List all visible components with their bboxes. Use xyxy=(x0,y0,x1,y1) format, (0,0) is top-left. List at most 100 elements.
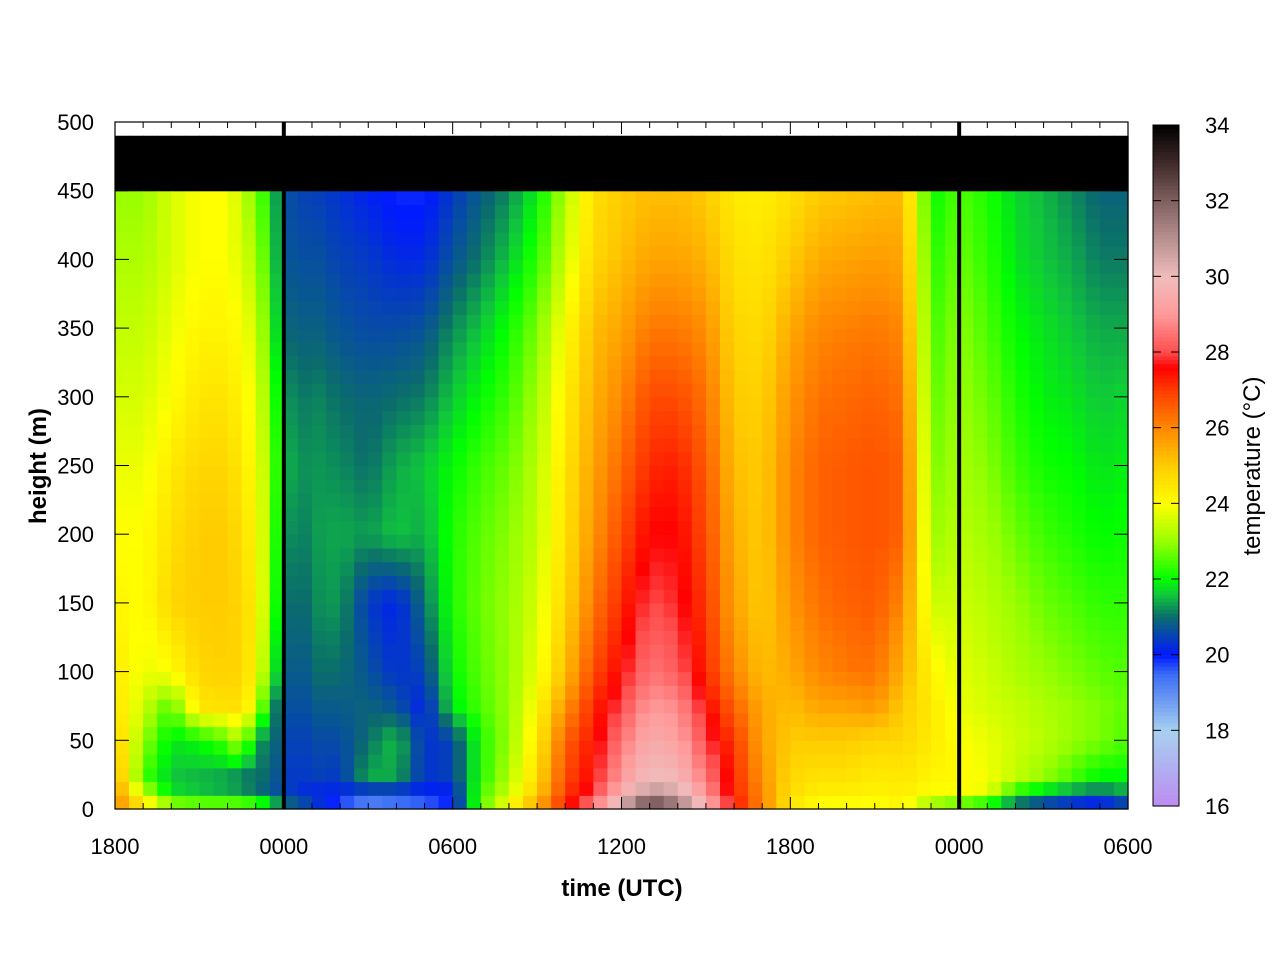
heatmap-cell xyxy=(115,685,130,700)
heatmap-cell xyxy=(719,286,735,302)
heatmap-cell xyxy=(818,671,834,686)
heatmap-cell xyxy=(171,369,186,384)
heatmap-cell xyxy=(143,204,158,219)
heatmap-cell xyxy=(762,451,777,467)
heatmap-cell xyxy=(354,176,369,192)
heatmap-cell xyxy=(523,218,538,233)
heatmap-cell xyxy=(635,396,651,412)
heatmap-cell xyxy=(776,767,791,783)
heatmap-cell xyxy=(945,589,960,604)
heatmap-cell xyxy=(368,726,383,741)
heatmap-cell xyxy=(649,767,665,783)
heatmap-cell xyxy=(157,520,172,535)
heatmap-cell xyxy=(241,424,257,439)
heatmap-cell xyxy=(326,231,341,247)
heatmap-cell xyxy=(579,176,594,192)
heatmap-cell xyxy=(311,245,327,260)
heatmap-cell xyxy=(579,328,594,343)
heatmap-cell xyxy=(1071,547,1087,563)
heatmap-cell xyxy=(1057,300,1073,315)
heatmap-cell xyxy=(677,657,693,673)
heatmap-cell xyxy=(931,424,946,439)
heatmap-cell xyxy=(424,589,440,604)
heatmap-cell xyxy=(368,341,383,357)
heatmap-cell xyxy=(959,699,974,714)
heatmap-cell xyxy=(354,547,369,563)
heatmap-cell xyxy=(354,465,369,480)
heatmap-cell xyxy=(354,520,369,535)
heatmap-cell xyxy=(354,671,369,686)
heatmap-cell xyxy=(269,520,285,535)
heatmap-cell xyxy=(185,699,201,714)
heatmap-cell xyxy=(382,245,397,260)
heatmap-cell xyxy=(593,314,609,329)
heatmap-cell xyxy=(818,135,834,151)
heatmap-cell xyxy=(1099,135,1115,151)
heatmap-cell xyxy=(846,657,862,673)
heatmap-cell xyxy=(705,451,721,467)
heatmap-cell xyxy=(677,754,693,769)
heatmap-cell xyxy=(494,204,510,219)
heatmap-cell xyxy=(255,795,271,810)
heatmap-cell xyxy=(860,176,876,192)
heatmap-cell xyxy=(452,341,468,357)
heatmap-cell xyxy=(691,644,707,659)
heatmap-cell xyxy=(241,506,257,522)
heatmap-cell xyxy=(283,699,299,714)
heatmap-cell xyxy=(255,149,271,164)
heatmap-cell xyxy=(1085,479,1101,494)
heatmap-cell xyxy=(846,314,862,329)
heatmap-cell xyxy=(311,163,327,178)
heatmap-cell xyxy=(565,712,580,728)
heatmap-cell xyxy=(874,726,890,741)
heatmap-cell xyxy=(959,190,974,206)
heatmap-cell xyxy=(705,424,721,439)
colorbar-segment xyxy=(1153,715,1179,720)
heatmap-cell xyxy=(1085,204,1101,219)
heatmap-cell xyxy=(1015,176,1031,192)
heatmap-cell xyxy=(621,424,637,439)
heatmap-cell xyxy=(973,259,988,274)
heatmap-cell xyxy=(1085,616,1101,631)
heatmap-cell xyxy=(734,149,749,164)
heatmap-cell xyxy=(508,726,524,741)
heatmap-cell xyxy=(804,699,820,714)
colorbar-segment xyxy=(1153,382,1179,387)
heatmap-cell xyxy=(297,506,313,522)
heatmap-cell xyxy=(523,740,538,755)
heatmap-cell xyxy=(846,410,862,425)
heatmap-cell xyxy=(832,396,848,412)
heatmap-cell xyxy=(931,534,946,549)
heatmap-cell xyxy=(1099,465,1115,480)
heatmap-cell xyxy=(804,492,820,508)
heatmap-cell xyxy=(283,712,299,728)
heatmap-cell xyxy=(368,630,383,645)
heatmap-cell xyxy=(1029,630,1045,645)
heatmap-cell xyxy=(762,712,777,728)
heatmap-cell xyxy=(621,190,637,206)
heatmap-cell xyxy=(269,149,285,164)
heatmap-cell xyxy=(1113,685,1129,700)
heatmap-cell xyxy=(157,190,172,206)
heatmap-cell xyxy=(874,424,890,439)
heatmap-cell xyxy=(945,795,960,810)
heatmap-cell xyxy=(973,231,988,247)
heatmap-cell xyxy=(790,451,805,467)
heatmap-cell xyxy=(1015,369,1031,384)
heatmap-cell xyxy=(691,163,707,178)
heatmap-cell xyxy=(115,204,130,219)
heatmap-cell xyxy=(734,657,749,673)
heatmap-cell xyxy=(354,314,369,329)
heatmap-cell xyxy=(663,492,679,508)
heatmap-cell xyxy=(1099,575,1115,590)
heatmap-cell xyxy=(635,712,651,728)
heatmap-cell xyxy=(691,259,707,274)
heatmap-cell xyxy=(1099,259,1115,274)
heatmap-cell xyxy=(466,341,482,357)
heatmap-cell xyxy=(227,602,243,618)
heatmap-cell xyxy=(748,657,763,673)
heatmap-cell xyxy=(241,451,257,467)
heatmap-cell xyxy=(719,644,735,659)
colorbar-segment xyxy=(1153,548,1179,554)
heatmap-cell xyxy=(649,575,665,590)
